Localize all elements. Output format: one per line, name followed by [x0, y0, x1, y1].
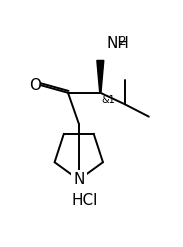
Text: HCl: HCl [72, 193, 98, 208]
Text: NH: NH [107, 36, 129, 51]
Text: N: N [73, 172, 85, 187]
Text: &1: &1 [102, 96, 116, 105]
Text: O: O [29, 78, 41, 93]
Text: 2: 2 [118, 35, 126, 48]
Polygon shape [97, 61, 104, 93]
